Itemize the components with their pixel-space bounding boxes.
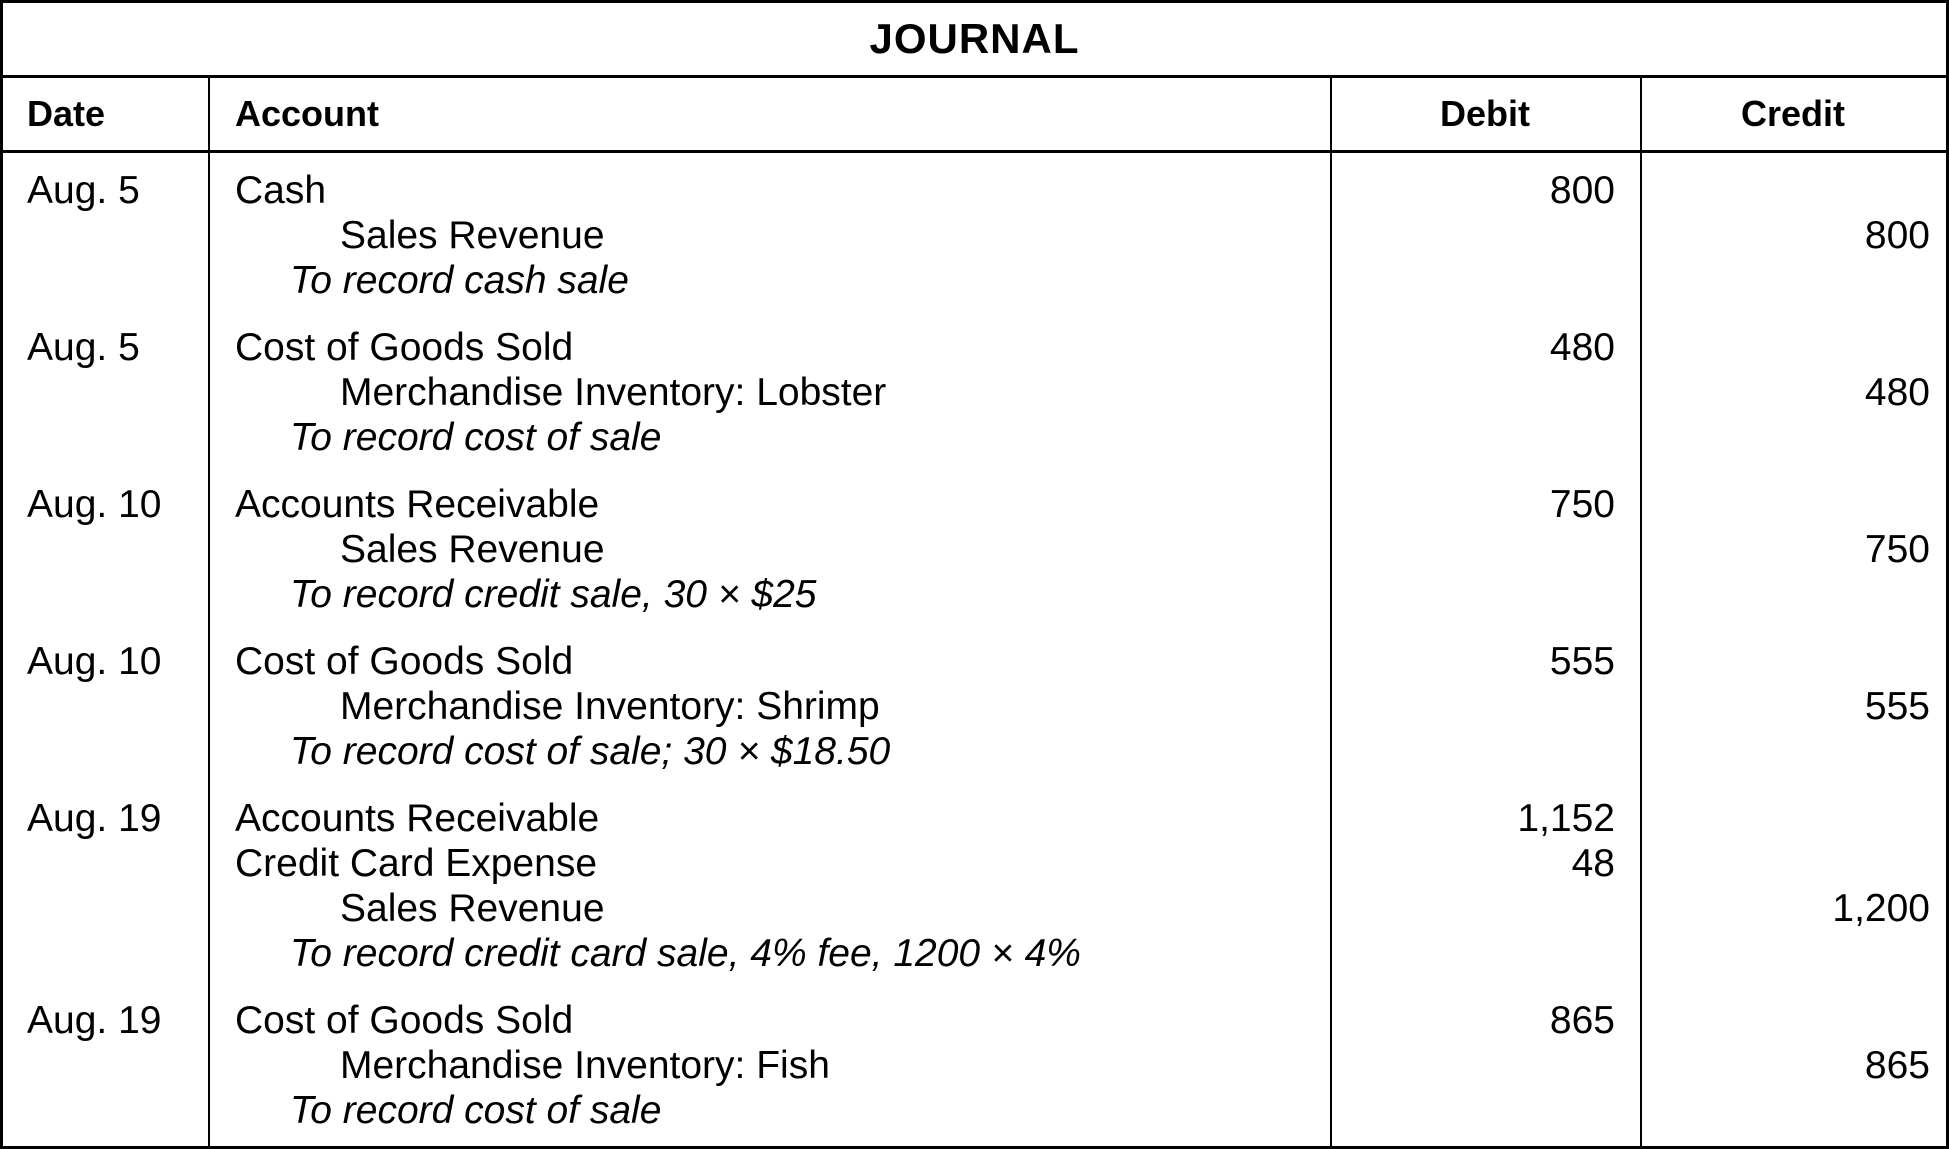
- column-header-credit: Credit: [1740, 93, 1845, 134]
- entry-date: Aug. 10: [27, 640, 162, 683]
- entry-date-spacer: [3, 415, 208, 460]
- entry-date: Aug. 19: [27, 797, 162, 840]
- credit-amount: [1640, 572, 1946, 617]
- entry-date: Aug. 5: [27, 326, 140, 369]
- debit-amount: [1330, 729, 1640, 774]
- credit-amount: [1640, 639, 1946, 684]
- entry-date-spacer: [3, 1043, 208, 1088]
- journal-entry: Aug. 5 Cash 800 Sales Revenue 800 To record c…: [3, 168, 1946, 303]
- credit-amount: [1640, 931, 1946, 976]
- entry-account-debit: Cost of Goods Sold: [235, 640, 574, 683]
- debit-amount: [1330, 370, 1640, 415]
- column-divider-debit-credit: [1640, 75, 1642, 1146]
- column-divider-account-debit: [1330, 75, 1332, 1146]
- debit-amount: 865: [1549, 999, 1615, 1042]
- entry-date-spacer: [3, 213, 208, 258]
- entry-memo: To record cost of sale: [290, 416, 662, 459]
- credit-amount: [1640, 415, 1946, 460]
- debit-amount: 555: [1549, 640, 1615, 683]
- debit-amount: [1330, 415, 1640, 460]
- debit-amount: [1330, 931, 1640, 976]
- entry-account-credit: Sales Revenue: [340, 887, 605, 930]
- entry-date-spacer: [3, 841, 208, 886]
- entry-account-credit: Merchandise Inventory: Shrimp: [340, 685, 880, 728]
- debit-amount: 48: [1571, 842, 1615, 885]
- debit-amount: 750: [1549, 483, 1615, 526]
- credit-amount: [1640, 841, 1946, 886]
- credit-amount: [1640, 258, 1946, 303]
- credit-amount: [1640, 998, 1946, 1043]
- entry-memo: To record cash sale: [290, 259, 629, 302]
- journal-title: JOURNAL: [3, 3, 1946, 78]
- journal-entry: Aug. 10 Accounts Receivable 750 Sales Reven…: [3, 482, 1946, 617]
- debit-amount: [1330, 572, 1640, 617]
- entry-date-spacer: [3, 1088, 208, 1133]
- debit-amount: 800: [1549, 169, 1615, 212]
- journal-body: Aug. 5 Cash 800 Sales Revenue 800 To record c…: [3, 153, 1946, 1133]
- credit-amount: 800: [1864, 214, 1930, 257]
- journal-entry: Aug. 19 Cost of Goods Sold 865 Merchandise …: [3, 998, 1946, 1133]
- entry-account-debit: Credit Card Expense: [235, 842, 598, 885]
- debit-amount: [1330, 1043, 1640, 1088]
- entry-date-spacer: [3, 572, 208, 617]
- entry-date-spacer: [3, 729, 208, 774]
- entry-account-credit: Merchandise Inventory: Lobster: [340, 371, 887, 414]
- debit-amount: 480: [1549, 326, 1615, 369]
- credit-amount: [1640, 168, 1946, 213]
- column-divider-date-account: [208, 75, 210, 1146]
- debit-amount: [1330, 258, 1640, 303]
- credit-amount: 480: [1864, 371, 1930, 414]
- debit-amount: [1330, 684, 1640, 729]
- journal-entry: Aug. 5 Cost of Goods Sold 480 Merchandise I…: [3, 325, 1946, 460]
- debit-amount: [1330, 213, 1640, 258]
- debit-amount: [1330, 1088, 1640, 1133]
- entry-date-spacer: [3, 370, 208, 415]
- column-header-account: Account: [235, 93, 379, 134]
- credit-amount: [1640, 1088, 1946, 1133]
- debit-amount: 1,152: [1517, 797, 1615, 840]
- journal-entry: Aug. 19 Accounts Receivable 1,152 Credit Ca…: [3, 796, 1946, 976]
- entry-date-spacer: [3, 886, 208, 931]
- entry-date: Aug. 5: [27, 169, 140, 212]
- debit-amount: [1330, 886, 1640, 931]
- entry-memo: To record cost of sale; 30 × $18.50: [290, 730, 891, 773]
- journal-entry: Aug. 10 Cost of Goods Sold 555 Merchandise …: [3, 639, 1946, 774]
- credit-amount: [1640, 482, 1946, 527]
- entry-account-debit: Accounts Receivable: [235, 797, 600, 840]
- credit-amount: [1640, 325, 1946, 370]
- column-header-debit: Debit: [1440, 93, 1530, 134]
- credit-amount: 1,200: [1832, 887, 1930, 930]
- entry-date-spacer: [3, 684, 208, 729]
- credit-amount: [1640, 729, 1946, 774]
- entry-account-credit: Sales Revenue: [340, 528, 605, 571]
- entry-date-spacer: [3, 258, 208, 303]
- entry-memo: To record credit card sale, 4% fee, 1200…: [290, 932, 1081, 975]
- entry-account-debit: Cash: [235, 169, 327, 212]
- credit-amount: 555: [1864, 685, 1930, 728]
- entry-account-debit: Cost of Goods Sold: [235, 326, 574, 369]
- column-header-date: Date: [27, 93, 106, 134]
- credit-amount: 865: [1864, 1044, 1930, 1087]
- entry-date-spacer: [3, 931, 208, 976]
- credit-amount: 750: [1864, 528, 1930, 571]
- entry-memo: To record cost of sale: [290, 1089, 662, 1132]
- entry-account-credit: Sales Revenue: [340, 214, 605, 257]
- entry-date: Aug. 10: [27, 483, 162, 526]
- credit-amount: [1640, 796, 1946, 841]
- entry-date-spacer: [3, 527, 208, 572]
- entry-date: Aug. 19: [27, 999, 162, 1042]
- header-row: Date Account Debit Credit: [3, 78, 1946, 153]
- debit-amount: [1330, 527, 1640, 572]
- entry-account-credit: Merchandise Inventory: Fish: [340, 1044, 830, 1087]
- entry-account-debit: Accounts Receivable: [235, 483, 600, 526]
- entry-memo: To record credit sale, 30 × $25: [290, 573, 817, 616]
- entry-account-debit: Cost of Goods Sold: [235, 999, 574, 1042]
